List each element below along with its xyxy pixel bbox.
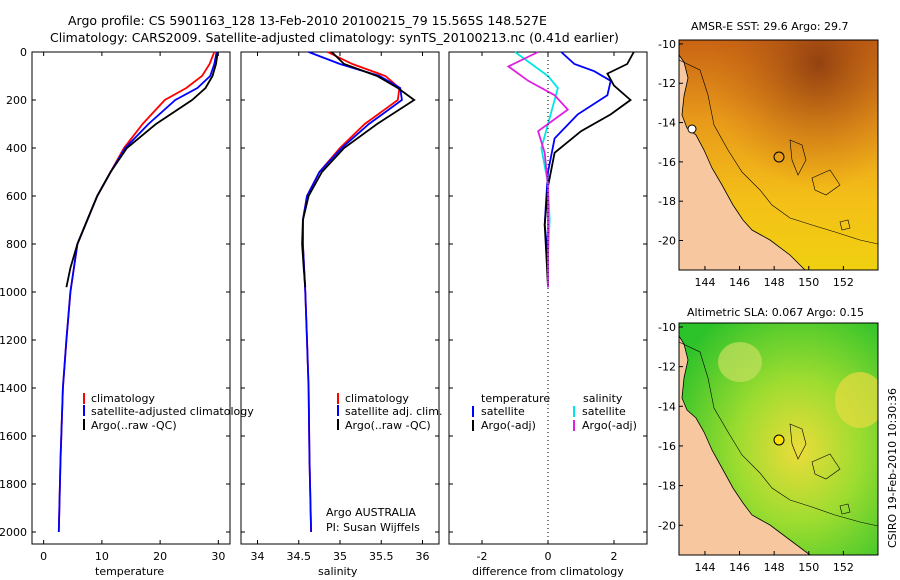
sst_map-lon-label: 148 <box>764 276 785 289</box>
sst_map-lon-label: 146 <box>729 276 750 289</box>
sla-coastline <box>679 335 811 555</box>
temperature-axis-label: temperature <box>95 565 164 578</box>
legend-salinity-title: salinity <box>583 392 623 405</box>
temperature-xtick-label: 10 <box>95 550 109 563</box>
salinity-legend: climatology satellite adj. clim. Argo(..… <box>337 392 442 432</box>
depth-tick-label: 1600 <box>0 430 27 443</box>
legend-climatology: climatology <box>91 392 155 405</box>
sla_map-lon-label: 146 <box>729 561 750 574</box>
difference-xtick-label: 0 <box>545 550 552 563</box>
sla_map-lat-label: -12 <box>658 361 676 374</box>
depth-axis: 0 200 400 600 800 1000 1200 1400 1600 1800 2000 <box>0 46 27 539</box>
legend-climatology: climatology <box>345 392 409 405</box>
depth-tick-label: 800 <box>6 238 27 251</box>
sla_map-lon-label: 152 <box>833 561 854 574</box>
legend-temp-satellite: satellite <box>481 405 525 418</box>
sst-coast-marker <box>687 124 697 134</box>
salinity-panel <box>240 51 440 545</box>
difference-xtick-label: 2 <box>611 550 618 563</box>
sst_map-lon-label: 152 <box>833 276 854 289</box>
difference-series-3 <box>506 51 570 288</box>
difference-xtick-label: -2 <box>477 550 488 563</box>
sst-map <box>679 40 878 270</box>
salinity-xtick-label: 34 <box>251 550 265 563</box>
sla_map-lat-label: -20 <box>658 519 676 532</box>
sst_map-lat-label: -16 <box>658 156 676 169</box>
temperature-series-2 <box>65 51 219 288</box>
difference-legend: temperature satellite Argo(-adj) salinit… <box>472 392 637 432</box>
depth-tick-label: 2000 <box>0 526 27 539</box>
sst_map-lon-label: 150 <box>798 276 819 289</box>
sla-reef-contour <box>789 423 851 515</box>
sst-shelf-contour <box>679 59 878 245</box>
sst_map-lat-label: -12 <box>658 77 676 90</box>
legend-argo: Argo(..raw -QC) <box>345 419 431 432</box>
difference-series-1 <box>543 51 635 288</box>
legend-satellite: satellite adj. clim. <box>345 405 442 418</box>
salinity-xtick-label: 36 <box>416 550 430 563</box>
salinity-axis-label: salinity <box>318 565 358 578</box>
temperature-xtick-label: 0 <box>40 550 47 563</box>
sla_map-lat-label: -14 <box>658 400 676 413</box>
sst_map-lon-label: 144 <box>694 276 715 289</box>
difference-panel <box>448 51 648 545</box>
sst_map-lat-label: -18 <box>658 195 676 208</box>
depth-tick-label: 0 <box>20 46 27 59</box>
legend-satellite: satellite-adjusted climatology <box>91 405 254 418</box>
sla_map-lat-label: -10 <box>658 321 676 334</box>
depth-tick-label: 1800 <box>0 478 27 491</box>
sla-map-title: Altimetric SLA: 0.067 Argo: 0.15 <box>687 306 864 319</box>
figure-title-line2: Climatology: CARS2009. Satellite-adjuste… <box>50 30 619 45</box>
argo-group-label: Argo AUSTRALIA <box>326 506 416 519</box>
sla-argo-marker <box>773 434 785 446</box>
legend-temperature-title: temperature <box>481 392 550 405</box>
salinity-xtick-label: 35.5 <box>369 550 394 563</box>
sla_map-lon-label: 150 <box>798 561 819 574</box>
depth-tick-label: 400 <box>6 142 27 155</box>
difference-axis-label: difference from climatology <box>472 565 624 578</box>
sla_map-lon-label: 144 <box>694 561 715 574</box>
depth-tick-label: 600 <box>6 190 27 203</box>
temperature-panel <box>31 51 231 545</box>
temperature-xtick-label: 30 <box>211 550 225 563</box>
pi-label: PI: Susan Wijffels <box>326 521 420 534</box>
sla_map-lat-label: -16 <box>658 440 676 453</box>
sst-reef-contour <box>789 139 851 231</box>
sst_map-lat-label: -10 <box>658 38 676 51</box>
salinity-xtick-label: 35 <box>333 550 347 563</box>
sla_map-lon-label: 148 <box>764 561 785 574</box>
depth-tick-label: 200 <box>6 94 27 107</box>
salinity-series-2 <box>301 51 416 288</box>
sst-argo-marker <box>773 151 785 163</box>
sla-shelf-contour <box>679 341 878 527</box>
sla_map-lat-label: -18 <box>658 480 676 493</box>
temperature-legend: climatology satellite-adjusted climatolo… <box>83 392 254 432</box>
temperature-xtick-label: 20 <box>153 550 167 563</box>
sst_map-lat-label: -20 <box>658 235 676 248</box>
sst-coastline <box>679 54 806 270</box>
depth-tick-label: 1400 <box>0 382 27 395</box>
legend-sal-argo: Argo(-adj) <box>582 419 637 432</box>
csiro-stamp: CSIRO 19-Feb-2010 10:30:36 <box>886 388 899 548</box>
salinity-series-1 <box>301 51 403 533</box>
depth-tick-label: 1000 <box>0 286 27 299</box>
sst_map-lat-label: -14 <box>658 117 676 130</box>
legend-sal-satellite: satellite <box>582 405 626 418</box>
sla-map <box>679 323 878 555</box>
salinity-xtick-label: 34.5 <box>287 550 312 563</box>
sst-map-title: AMSR-E SST: 29.6 Argo: 29.7 <box>691 20 849 33</box>
depth-tick-label: 1200 <box>0 334 27 347</box>
legend-temp-argo: Argo(-adj) <box>481 419 536 432</box>
legend-argo: Argo(..raw -QC) <box>91 419 177 432</box>
figure-title-line1: Argo profile: CS 5901163_128 13-Feb-2010… <box>68 13 547 28</box>
